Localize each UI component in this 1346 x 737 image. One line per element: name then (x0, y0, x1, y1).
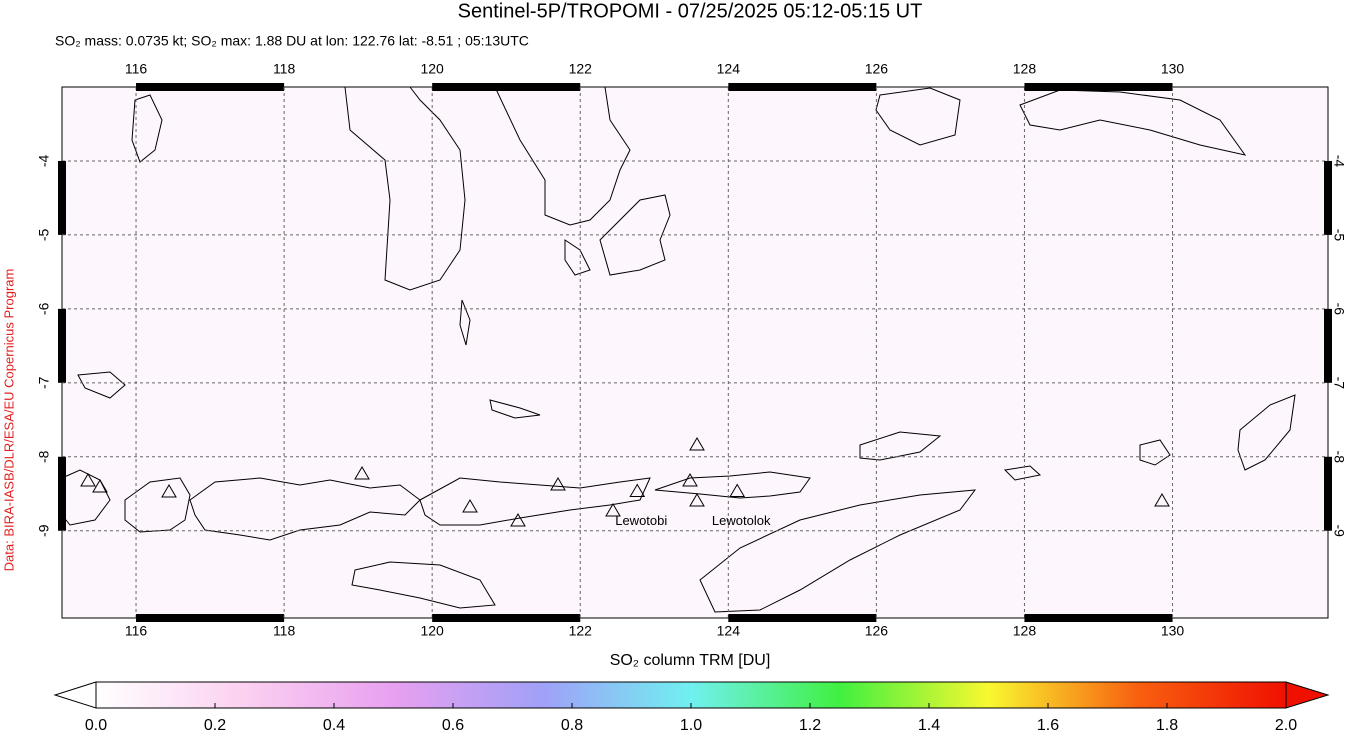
frame-band (432, 83, 581, 91)
frame-band (136, 83, 285, 91)
volcano-marker (729, 483, 746, 498)
x-tick-label: 126 (865, 61, 889, 77)
frame-band (728, 83, 877, 91)
volcano-label: Lewotobi (615, 513, 667, 528)
frame-band (1024, 614, 1173, 622)
credit: Data: BIRA-IASB/DLR/ESA/EU Copernicus Pr… (1, 269, 16, 572)
coastlines (61, 86, 1296, 613)
y-tick-label: -4 (1331, 155, 1346, 168)
frame-band (432, 614, 581, 622)
volcano-label: Lewotolok (712, 513, 771, 528)
colorbar-tick-label: 1.2 (799, 717, 821, 734)
colorbar-tick-label: 1.4 (918, 717, 940, 734)
frame-band (728, 614, 877, 622)
x-tick-label: 122 (569, 61, 593, 77)
x-tick-label: 118 (273, 623, 296, 639)
x-tick-label: 130 (1161, 623, 1185, 639)
chart-title: Sentinel-5P/TROPOMI - 07/25/2025 05:12-0… (458, 0, 923, 22)
colorbar-tick-label: 1.0 (680, 717, 702, 734)
colorbar-low-arrow (53, 681, 97, 709)
volcano-marker (629, 483, 646, 498)
x-tick-label: 124 (717, 623, 741, 639)
x-tick-label: 128 (1013, 623, 1037, 639)
frame-band (58, 456, 66, 531)
y-tick-label: -8 (36, 450, 52, 463)
y-tick-label: -5 (36, 228, 52, 241)
frame-band (1324, 308, 1332, 383)
x-tick-label: 130 (1161, 61, 1185, 77)
minor-volcano-markers (80, 437, 1170, 527)
x-tick-label: 118 (273, 61, 296, 77)
x-tick-label: 126 (865, 623, 889, 639)
y-tick-label: -6 (1331, 303, 1346, 316)
colorbar-tick-label: 0.8 (561, 717, 583, 734)
map-frame (61, 86, 1329, 619)
colorbar-tick-label: 0.2 (204, 717, 226, 734)
x-tick-label: 120 (420, 623, 444, 639)
y-tick-label: -9 (1331, 525, 1346, 538)
frame-band (1324, 160, 1332, 235)
x-tick-label: 120 (420, 61, 444, 77)
y-tick-label: -9 (36, 524, 52, 537)
frame-band (1324, 456, 1332, 531)
y-tick-label: -7 (1331, 377, 1346, 390)
colorbar-tick-label: 0.6 (442, 717, 464, 734)
frame-band (1024, 83, 1173, 91)
frame-band (58, 160, 66, 235)
colorbar-label: SO₂ column TRM [DU] (610, 652, 771, 669)
colorbar-tick-label: 2.0 (1275, 717, 1297, 734)
y-tick-label: -4 (36, 155, 52, 168)
colorbar-tick-label: 0.0 (85, 717, 107, 734)
colorbar-high-arrow (1285, 681, 1330, 709)
x-tick-label: 116 (125, 623, 148, 639)
x-tick-label: 128 (1013, 61, 1037, 77)
frame-band (136, 614, 285, 622)
y-tick-label: -5 (1331, 229, 1346, 242)
x-tick-label: 122 (569, 623, 593, 639)
x-tick-label: 116 (125, 61, 148, 77)
y-tick-label: -6 (36, 302, 52, 315)
colorbar-tick-label: 1.8 (1156, 717, 1178, 734)
subtitle: SO₂ mass: 0.0735 kt; SO₂ max: 1.88 DU at… (55, 33, 529, 49)
y-tick-label: -8 (1331, 451, 1346, 464)
colorbar-tick-label: 1.6 (1037, 717, 1059, 734)
colorbar-tick-label: 0.4 (323, 717, 345, 734)
frame-band (58, 308, 66, 383)
y-tick-label: -7 (36, 376, 52, 389)
x-tick-label: 124 (717, 61, 741, 77)
